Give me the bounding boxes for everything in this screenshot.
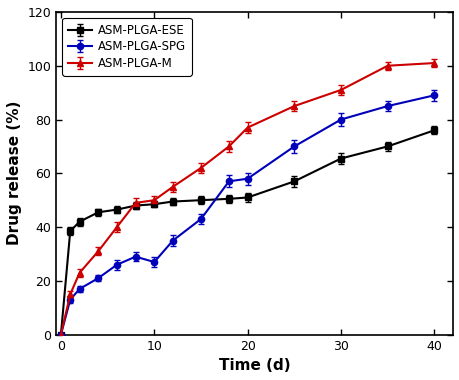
X-axis label: Time (d): Time (d) <box>218 358 290 373</box>
Legend: ASM-PLGA-ESE, ASM-PLGA-SPG, ASM-PLGA-M: ASM-PLGA-ESE, ASM-PLGA-SPG, ASM-PLGA-M <box>62 18 191 76</box>
Y-axis label: Drug release (%): Drug release (%) <box>7 101 22 245</box>
